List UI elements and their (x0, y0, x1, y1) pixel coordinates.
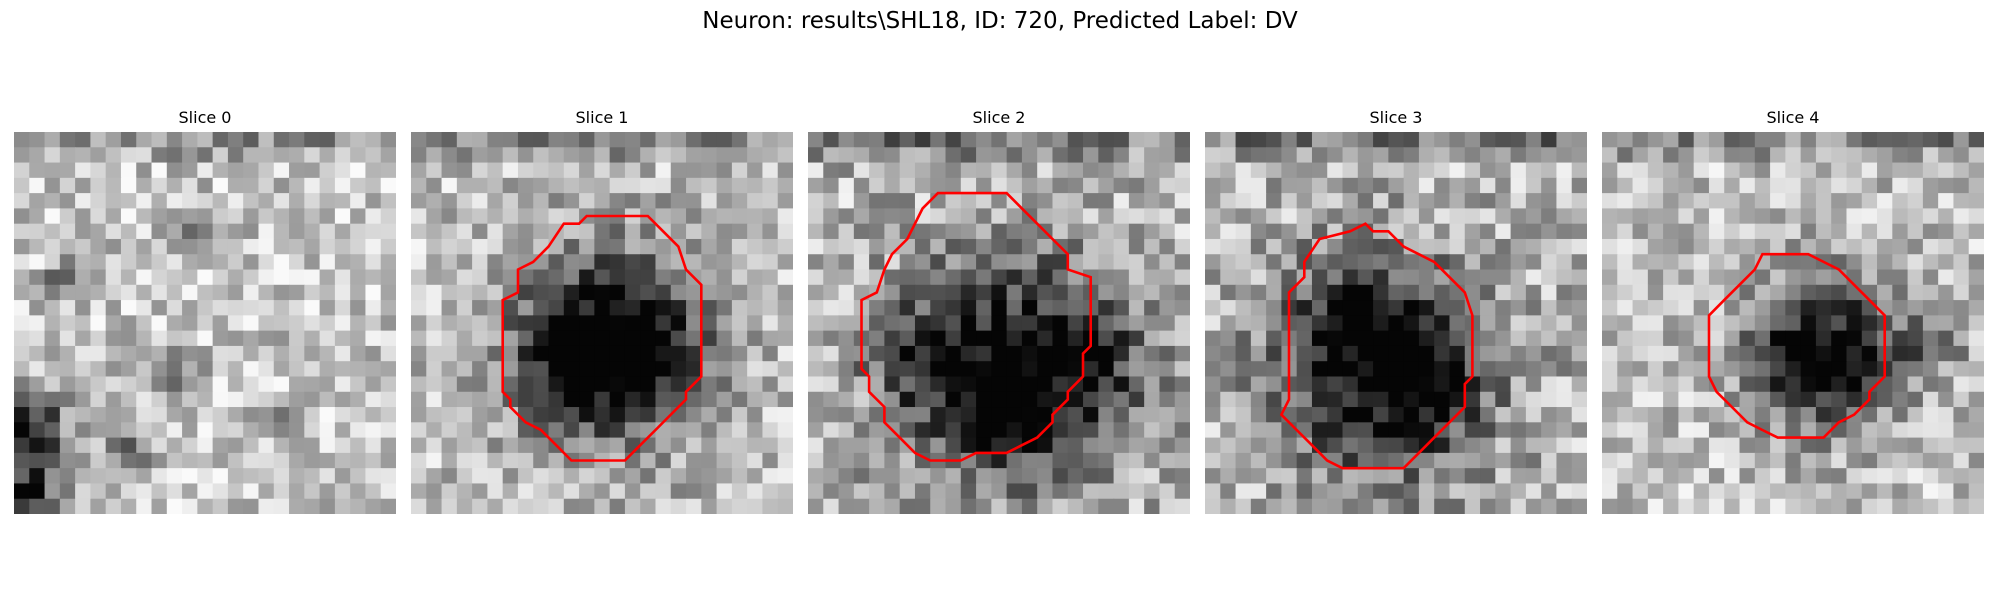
neuron-contour (1707, 252, 1887, 439)
neuron-contour (860, 191, 1093, 462)
slice-title: Slice 0 (178, 108, 232, 127)
neuron-contour (1279, 222, 1474, 470)
pixel-grid (1602, 132, 1984, 514)
slice-panel-2: Slice 2 (808, 108, 1190, 514)
pixel-grid (14, 132, 396, 514)
slice-panel-0: Slice 0 (14, 108, 396, 514)
slice-image-2 (808, 132, 1190, 514)
slice-title: Slice 1 (575, 108, 629, 127)
slice-panel-1: Slice 1 (411, 108, 793, 514)
pixel-grid (411, 132, 793, 514)
figure-title: Neuron: results\SHL18, ID: 720, Predicte… (702, 8, 1298, 34)
slice-panel-4: Slice 4 (1602, 108, 1984, 514)
neuron-contour (501, 214, 703, 462)
slice-image-0 (14, 132, 396, 514)
slice-title: Slice 2 (972, 108, 1026, 127)
slice-title: Slice 3 (1369, 108, 1423, 127)
slice-image-3 (1205, 132, 1587, 514)
slice-image-4 (1602, 132, 1984, 514)
pixel-grid (1205, 132, 1587, 514)
pixel-grid (808, 132, 1190, 514)
slice-panel-3: Slice 3 (1205, 108, 1587, 514)
slice-title: Slice 4 (1766, 108, 1820, 127)
slice-image-1 (411, 132, 793, 514)
